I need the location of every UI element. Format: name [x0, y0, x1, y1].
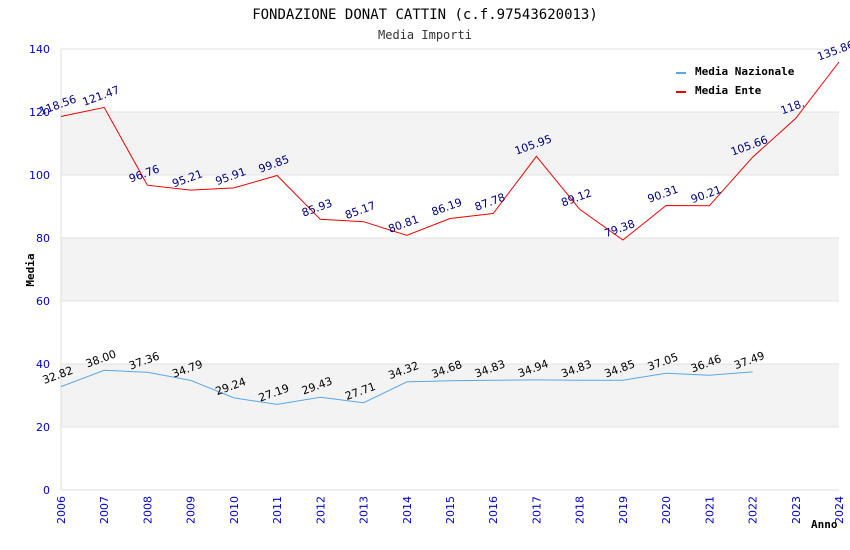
legend-label-media-nazionale: Media Nazionale [695, 65, 795, 78]
x-tick-label: 2006 [55, 496, 68, 524]
legend: Media Nazionale Media Ente [676, 65, 795, 97]
x-tick-label: 2016 [487, 496, 500, 524]
legend-label-media-ente: Media Ente [695, 84, 762, 97]
y-axis-ticks: 0 20 40 60 80 100 120 140 [29, 43, 50, 497]
series-line-media-nazionale [60, 369, 753, 405]
x-tick-label: 2022 [747, 496, 760, 524]
x-tick-label: 2009 [185, 496, 198, 524]
series-line-media-ente [60, 61, 840, 241]
x-tick-label: 2019 [617, 496, 630, 524]
y-tick-label: 100 [29, 169, 50, 182]
x-tick-label: 2010 [228, 496, 241, 524]
y-tick-label: 60 [36, 295, 50, 308]
x-tick-label: 2015 [444, 496, 457, 524]
chart-subtitle: Media Importi [378, 28, 472, 42]
x-tick-label: 2023 [790, 496, 803, 524]
axes [60, 49, 839, 491]
y-tick-label: 20 [36, 421, 50, 434]
y-tick-label: 0 [43, 484, 50, 497]
x-tick-label: 2008 [141, 496, 154, 524]
grid-bands [61, 112, 839, 427]
x-tick-label: 2017 [530, 496, 543, 524]
chart-title: FONDAZIONE DONAT CATTIN (c.f.97543620013… [252, 7, 598, 23]
x-tick-label: 2011 [271, 496, 284, 524]
x-tick-label: 2024 [833, 496, 846, 524]
x-tick-label: 2021 [703, 496, 716, 524]
grid-band [61, 364, 839, 427]
series-group [60, 61, 840, 405]
x-tick-label: 2007 [98, 496, 111, 524]
grid-lines [61, 48, 839, 428]
x-tick-label: 2012 [314, 496, 327, 524]
y-tick-label: 140 [29, 43, 50, 56]
x-tick-label: 2014 [401, 496, 414, 524]
x-tick-label: 2020 [660, 496, 673, 524]
y-tick-label: 80 [36, 232, 50, 245]
x-tick-label: 2018 [574, 496, 587, 524]
grid-band [61, 112, 839, 175]
x-tick-label: 2013 [358, 496, 371, 524]
y-tick-label: 120 [29, 106, 50, 119]
x-axis-label: Anno [811, 518, 838, 531]
grid-band [61, 238, 839, 301]
x-axis-ticks: 2006 2007 2008 2009 2010 2011 2012 2013 2014 2015… [55, 496, 846, 524]
y-tick-label: 40 [36, 358, 50, 371]
y-axis-label: Media [24, 253, 37, 286]
